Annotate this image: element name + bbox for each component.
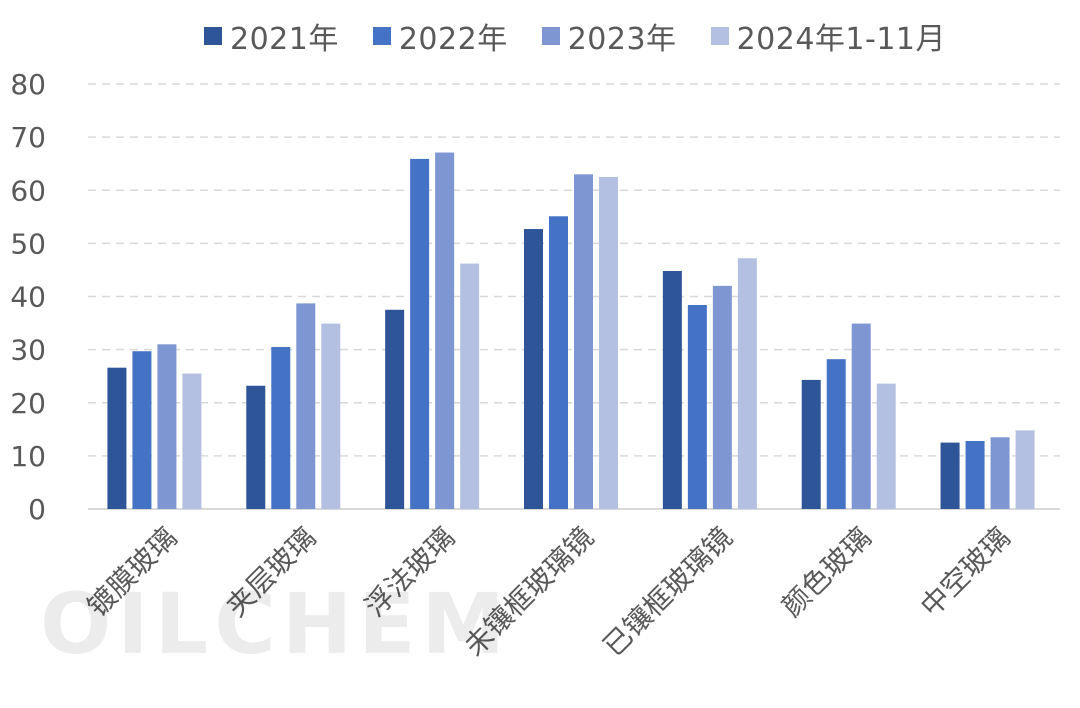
legend-item: 2024年1-11月 xyxy=(710,14,946,58)
legend-label: 2023年 xyxy=(567,22,677,57)
bar-4-6 xyxy=(876,383,896,509)
legend-item: 2022年 xyxy=(372,14,508,58)
bar-4-5 xyxy=(737,258,757,509)
legend-label: 2022年 xyxy=(398,22,508,57)
bar-2-1 xyxy=(132,351,152,509)
legend-swatch xyxy=(541,27,560,45)
y-tick-label: 40 xyxy=(10,281,46,314)
bar-3-6 xyxy=(851,323,871,509)
y-tick-label: 30 xyxy=(10,334,46,367)
y-tick-label: 80 xyxy=(10,68,46,101)
legend-label: 2021年 xyxy=(229,22,339,57)
bar-1-2 xyxy=(246,385,266,509)
legend-swatch xyxy=(372,27,391,45)
x-category-label: 颜色玻璃 xyxy=(775,521,878,624)
legend-item: 2023年 xyxy=(541,14,677,58)
bar-1-7 xyxy=(940,442,960,509)
bar-4-7 xyxy=(1015,430,1035,509)
bar-4-1 xyxy=(182,373,202,509)
bar-2-4 xyxy=(549,216,568,509)
bar-2-2 xyxy=(271,346,291,509)
y-tick-label: 70 xyxy=(10,121,46,154)
y-tick-label: 10 xyxy=(10,440,46,473)
legend-item: 2021年 xyxy=(203,14,339,58)
bar-4-3 xyxy=(460,263,480,509)
bar-3-2 xyxy=(296,303,316,509)
bar-1-5 xyxy=(662,271,682,509)
bar-1-3 xyxy=(385,309,405,509)
bar-1-1 xyxy=(107,367,127,509)
bar-1-4 xyxy=(524,229,543,509)
bar-3-5 xyxy=(712,285,732,509)
bar-4-2 xyxy=(321,323,341,509)
legend-swatch xyxy=(710,27,729,45)
y-tick-label: 50 xyxy=(10,227,46,260)
legend: 2021年 2022年 2023年 2024年1-11月 xyxy=(0,14,1080,58)
legend-label: 2024年1-11月 xyxy=(736,22,946,57)
bar-2-6 xyxy=(826,359,846,509)
y-tick-label: 20 xyxy=(10,387,46,420)
bar-3-7 xyxy=(990,437,1010,509)
bar-3-3 xyxy=(435,152,455,509)
bar-3-4 xyxy=(574,174,593,509)
bar-4-4 xyxy=(599,176,618,509)
x-category-label: 中空玻璃 xyxy=(914,521,1017,624)
bar-1-6 xyxy=(801,379,821,509)
x-category-label: 已镶框玻璃镜 xyxy=(597,521,739,663)
watermark: OILCHEM xyxy=(40,575,512,673)
y-tick-label: 60 xyxy=(10,174,46,207)
legend-swatch xyxy=(203,27,222,45)
bar-2-3 xyxy=(410,158,430,509)
y-tick-label: 0 xyxy=(28,493,46,526)
bar-2-5 xyxy=(687,305,707,509)
bar-3-1 xyxy=(157,344,177,509)
bar-2-7 xyxy=(965,441,985,509)
